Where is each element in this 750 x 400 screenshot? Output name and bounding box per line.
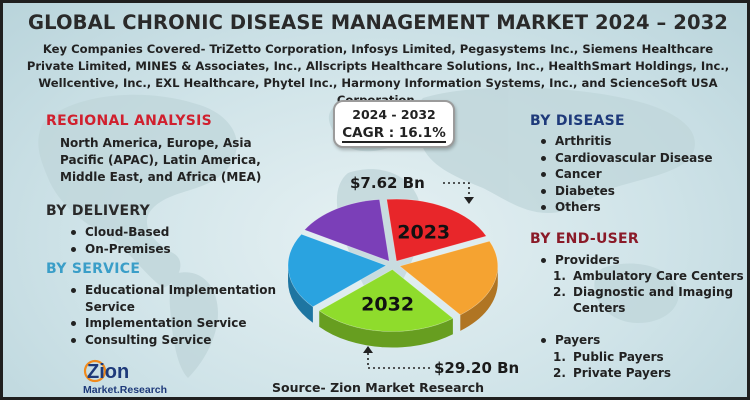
pie-slice-2: [318, 269, 454, 332]
pie-slice-side-1: [460, 266, 498, 331]
service-item-implementation: Implementation Service: [65, 315, 285, 332]
end-user-item-providers: Providers: [535, 252, 745, 269]
delivery-item-on-premises: On-Premises: [65, 241, 265, 258]
by-disease-heading: BY DISEASE: [530, 113, 625, 129]
end-user-item-payers: Payers: [535, 332, 745, 349]
provider-sub-item-1: 1. Ambulatory Care Centers: [553, 269, 744, 283]
cagr-years: 2024 - 2032: [352, 107, 436, 122]
value-2023-label: $7.62 Bn: [350, 174, 425, 192]
service-item-consulting: Consulting Service: [65, 332, 285, 349]
disease-item-others: Others: [535, 199, 745, 216]
payer-sub-item-1: 1. Public Payers: [553, 350, 664, 364]
pie-slice-label-2023: 2023: [397, 222, 450, 244]
disease-item-diabetes: Diabetes: [535, 183, 745, 200]
pie-slice-side-2: [319, 310, 453, 348]
pie-chart: 2023 2032: [287, 198, 499, 348]
payers-sublist: 1. Public Payers 2. Private Payers: [535, 349, 745, 381]
pie-slice-label-2032: 2032: [361, 293, 414, 315]
logo-orbit-icon: [83, 359, 107, 383]
regional-analysis-heading: REGIONAL ANALYSIS: [46, 113, 213, 129]
logo-sub: Market.Research: [83, 384, 167, 396]
payers-list: Payers: [535, 332, 745, 349]
by-service-heading: BY SERVICE: [46, 261, 141, 277]
disease-item-cardiovascular: Cardiovascular Disease: [535, 150, 745, 167]
disease-item-cancer: Cancer: [535, 166, 745, 183]
disease-item-arthritis: Arthritis: [535, 133, 745, 150]
service-list: Educational Implementation Service Imple…: [65, 282, 285, 348]
end-user-list: Providers: [535, 252, 745, 269]
providers-sublist: 1. Ambulatory Care Centers 2. Diagnostic…: [535, 268, 745, 316]
payer-sub-item-2: 2. Private Payers: [553, 366, 672, 380]
pie-sides: [288, 265, 498, 348]
zion-logo-graphic: Zion Market.Research: [83, 359, 167, 396]
pie-slice-3: [287, 233, 387, 308]
delivery-list: Cloud-Based On-Premises: [65, 224, 265, 257]
value-2032-label: $29.20 Bn: [434, 359, 520, 377]
page-title: GLOBAL CHRONIC DISEASE MANAGEMENT MARKET…: [28, 11, 728, 34]
cagr-box: 2024 - 2032 CAGR : 16.1%: [333, 100, 455, 148]
pie-slice-1: [399, 240, 499, 316]
source-text: Source- Zion Market Research: [271, 380, 485, 395]
providers-label: Providers: [555, 253, 620, 267]
disease-list: Arthritis Cardiovascular Disease Cancer …: [535, 133, 745, 216]
delivery-item-cloud: Cloud-Based: [65, 224, 265, 241]
regional-analysis-text: North America, Europe, Asia Pacific (APA…: [60, 136, 262, 184]
cagr-value: CAGR : 16.1%: [342, 125, 446, 143]
service-item-educational: Educational Implementation Service: [65, 282, 285, 315]
provider-sub-item-2: 2. Diagnostic and Imaging Centers: [553, 285, 734, 315]
key-companies-text: Key Companies Covered- TriZetto Corporat…: [26, 42, 730, 107]
pie-slice-0: [386, 198, 487, 262]
logo-brand: Zion: [87, 361, 129, 383]
payers-label: Payers: [555, 333, 601, 347]
by-delivery-heading: BY DELIVERY: [46, 203, 151, 219]
zion-logo: Zion Market.Research: [83, 355, 183, 397]
pie-slice-side-3: [288, 265, 313, 323]
pie-slice-4: [304, 199, 390, 262]
by-end-user-heading: BY END-USER: [530, 231, 639, 247]
pie-tops: 2023 2032: [287, 198, 499, 332]
